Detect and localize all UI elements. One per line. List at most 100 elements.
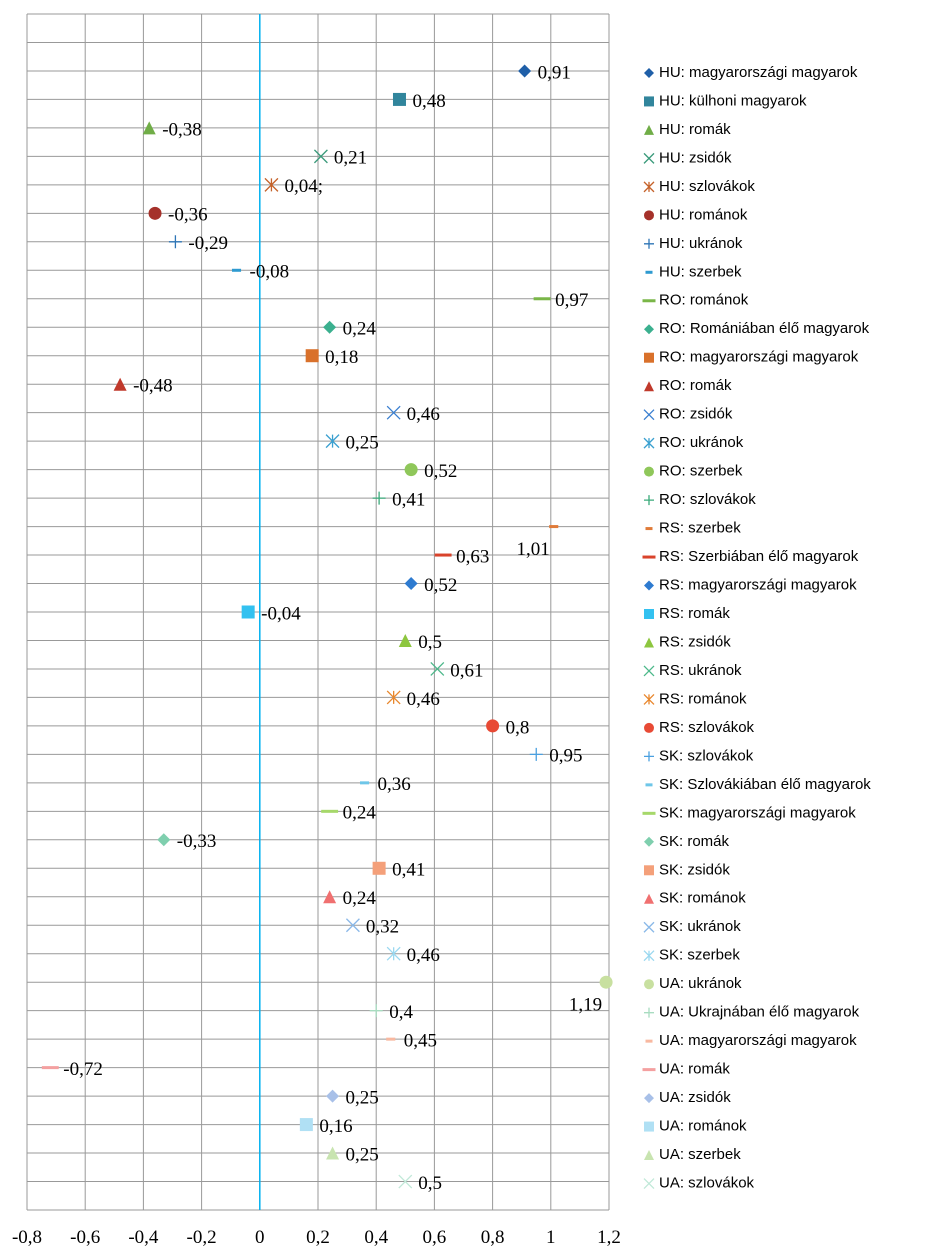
marker xyxy=(645,270,653,274)
legend-label: UA: zsidók xyxy=(659,1089,731,1106)
data-label: 0,46 xyxy=(407,689,440,710)
data-label: 0,16 xyxy=(319,1116,352,1137)
marker xyxy=(518,64,532,78)
marker xyxy=(643,693,655,705)
x-tick-label: 1,2 xyxy=(597,1227,621,1247)
marker xyxy=(643,665,655,677)
data-label: 0,61 xyxy=(450,660,483,681)
marker xyxy=(360,781,370,785)
x-tick-label: 0,4 xyxy=(364,1227,388,1247)
marker xyxy=(392,92,406,106)
marker xyxy=(345,918,360,933)
marker xyxy=(645,1039,653,1043)
data-label: 0,52 xyxy=(424,575,457,596)
marker xyxy=(326,1146,340,1160)
legend-label: RO: ukránok xyxy=(659,434,744,451)
legend-label: SK: zsidók xyxy=(659,861,730,878)
data-label: -0,48 xyxy=(133,376,173,397)
marker xyxy=(644,836,654,847)
data-label: -0,33 xyxy=(177,831,217,852)
data-label: 1,19 xyxy=(569,995,602,1016)
marker xyxy=(644,324,654,335)
data-label: 0,5 xyxy=(418,1173,442,1194)
marker xyxy=(643,1178,655,1189)
marker xyxy=(644,381,654,392)
marker xyxy=(645,783,653,787)
legend-label: RO: románok xyxy=(659,292,749,309)
legend-label: UA: szerbek xyxy=(659,1146,741,1163)
data-label: 0,95 xyxy=(549,746,582,767)
legend-label: SK: romák xyxy=(659,833,730,850)
legend-label: RS: romák xyxy=(659,605,730,622)
data-label: 0,24 xyxy=(343,319,377,340)
marker xyxy=(299,1118,313,1132)
data-label: 0,45 xyxy=(404,1031,437,1052)
legend-label: UA: magyarországi magyarok xyxy=(659,1032,857,1049)
marker xyxy=(644,1121,654,1132)
data-label: 0,18 xyxy=(325,347,358,368)
marker xyxy=(644,637,654,648)
marker xyxy=(529,747,543,761)
marker xyxy=(313,149,328,164)
legend-label: UA: szlovákok xyxy=(659,1174,755,1191)
marker xyxy=(644,609,654,619)
data-label: -0,04 xyxy=(261,603,301,624)
marker xyxy=(533,297,551,301)
marker xyxy=(398,633,412,647)
legend-label: UA: Ukrajnában élő magyarok xyxy=(659,1004,860,1021)
legend-label: RO: romák xyxy=(659,377,732,394)
marker xyxy=(644,751,654,762)
data-label: 0,41 xyxy=(392,860,425,881)
marker xyxy=(644,979,654,990)
legend-label: HU: magyarországi magyarok xyxy=(659,64,858,81)
marker xyxy=(305,349,319,363)
data-label: 0,25 xyxy=(346,1144,379,1165)
legend-label: RO: szlovákok xyxy=(659,491,756,508)
data-label: 0,46 xyxy=(407,404,440,425)
marker xyxy=(643,181,655,193)
marker xyxy=(323,890,337,904)
marker xyxy=(486,719,500,733)
data-label: -0,72 xyxy=(63,1059,103,1080)
data-label: 0,04; xyxy=(284,176,323,197)
legend-label: HU: románok xyxy=(659,206,748,223)
marker xyxy=(644,722,654,733)
x-tick-label: -0,2 xyxy=(187,1227,217,1247)
legend-label: SK: szerbek xyxy=(659,947,740,964)
legend-label: RO: Romániában élő magyarok xyxy=(659,320,870,337)
x-tick-label: 1 xyxy=(546,1227,556,1247)
marker xyxy=(644,893,654,904)
marker xyxy=(644,865,654,876)
legend-label: HU: zsidók xyxy=(659,149,732,166)
marker xyxy=(326,1089,340,1103)
marker xyxy=(642,811,656,815)
data-label: 1,01 xyxy=(516,539,549,560)
x-tick-label: 0 xyxy=(255,1227,265,1247)
data-label: 0,41 xyxy=(392,489,425,510)
marker xyxy=(148,206,162,220)
legend-label: HU: szerbek xyxy=(659,263,742,280)
marker xyxy=(599,975,613,989)
data-label: 0,63 xyxy=(456,546,489,567)
legend-label: UA: románok xyxy=(659,1118,747,1135)
marker xyxy=(386,946,401,961)
marker xyxy=(113,377,127,391)
marker xyxy=(264,177,279,192)
marker xyxy=(644,466,654,477)
data-label: 0,52 xyxy=(424,461,457,482)
marker xyxy=(644,1093,654,1104)
data-label: 0,32 xyxy=(366,917,399,938)
marker xyxy=(231,268,242,272)
data-label: 0,24 xyxy=(343,888,377,909)
marker xyxy=(404,577,418,591)
marker xyxy=(643,921,655,933)
data-label: 0,91 xyxy=(538,62,571,83)
data-label: 0,8 xyxy=(506,717,530,738)
marker xyxy=(369,1004,383,1018)
marker xyxy=(644,238,654,249)
legend-label: HU: romák xyxy=(659,121,731,138)
legend-label: RS: Szerbiában élő magyarok xyxy=(659,548,859,565)
marker xyxy=(386,1037,396,1041)
x-tick-label: 0,6 xyxy=(423,1227,447,1247)
data-label: 0,36 xyxy=(378,774,411,795)
